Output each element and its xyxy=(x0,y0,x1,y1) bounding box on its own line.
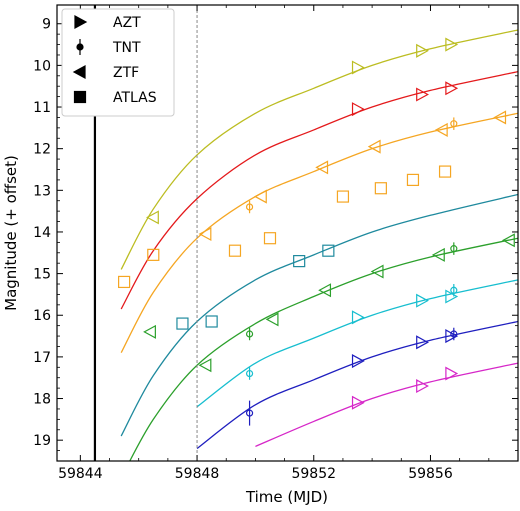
data-point-circle xyxy=(245,409,254,417)
y-tick-label: 12 xyxy=(33,142,51,158)
data-point-circle xyxy=(450,245,458,253)
data-point-square xyxy=(228,244,242,257)
data-point-triangle-left xyxy=(367,139,381,154)
data-point-triangle-right xyxy=(416,43,429,58)
data-point-triangle-right xyxy=(351,102,365,117)
data-point-square xyxy=(205,315,218,328)
data-point-triangle-right xyxy=(351,310,365,325)
model-curve-2 xyxy=(120,70,518,310)
data-point-square xyxy=(336,190,350,203)
data-point-triangle-right xyxy=(445,366,459,381)
y-tick-label: 10 xyxy=(33,58,51,74)
legend-label: ATLAS xyxy=(113,90,157,106)
model-curve-8 xyxy=(255,362,518,448)
model-curves xyxy=(120,29,518,461)
legend-label: AZT xyxy=(113,15,141,31)
data-point-square xyxy=(322,244,335,257)
y-tick-label: 17 xyxy=(33,350,51,366)
model-curve-6 xyxy=(196,279,518,408)
x-tick-label: 59848 xyxy=(175,466,220,482)
model-curve-1 xyxy=(120,29,518,270)
data-point-triangle-left xyxy=(493,110,507,125)
y-tick-label: 15 xyxy=(33,267,51,283)
data-point-circle xyxy=(450,330,458,338)
data-point-triangle-left xyxy=(198,358,212,373)
data-points xyxy=(118,37,515,426)
data-point-triangle-right xyxy=(416,293,429,308)
legend-square-marker-icon xyxy=(73,90,87,104)
legend-box xyxy=(61,8,175,117)
data-point-triangle-right xyxy=(445,81,459,96)
data-point-square xyxy=(293,255,306,268)
data-point-triangle-left xyxy=(146,210,159,225)
y-tick-label: 18 xyxy=(33,392,51,408)
model-curve-7 xyxy=(196,320,518,450)
legend-triangle-right-marker-icon xyxy=(74,14,88,30)
data-point-triangle-left xyxy=(318,283,332,298)
data-point-circle xyxy=(450,120,458,128)
data-point-triangle-left xyxy=(315,160,329,175)
data-point-square xyxy=(118,275,131,289)
y-tick-label: 13 xyxy=(33,183,51,199)
data-point-triangle-left xyxy=(143,324,156,339)
y-tick-label: 11 xyxy=(33,100,51,116)
data-point-triangle-right xyxy=(445,289,459,304)
model-curve-4 xyxy=(120,193,518,437)
legend-label: ZTF xyxy=(113,65,139,81)
plot-frame xyxy=(56,4,519,462)
data-point-triangle-right xyxy=(416,335,429,350)
data-point-square xyxy=(374,182,387,195)
data-point-square xyxy=(438,165,452,178)
data-point-circle xyxy=(450,286,458,294)
data-point-triangle-right xyxy=(351,60,365,75)
y-tick-label: 19 xyxy=(33,433,51,449)
y-axis-label: Magnitude (+ offset) xyxy=(2,155,20,311)
x-tick-label: 59844 xyxy=(58,466,103,482)
data-point-triangle-left xyxy=(431,247,445,262)
data-point-square xyxy=(176,317,189,330)
data-point-circle xyxy=(245,369,254,378)
y-tick-label: 14 xyxy=(33,225,51,241)
legend-triangle-left-marker-icon xyxy=(72,64,86,80)
y-axis-ticks: 9 10 11 12 13 14 15 16 17 18 19 xyxy=(33,17,518,451)
data-point-square xyxy=(147,248,160,261)
y-tick-label: 9 xyxy=(42,17,51,33)
data-point-triangle-left xyxy=(434,122,448,137)
y-tick-label: 16 xyxy=(33,308,51,324)
model-curve-3 xyxy=(120,112,518,354)
data-point-circle xyxy=(245,203,254,211)
data-point-triangle-left xyxy=(265,312,279,327)
data-point-circle xyxy=(245,330,254,338)
model-curve-5 xyxy=(129,237,518,461)
x-axis-ticks: 59844 59848 59852 59856 xyxy=(58,5,519,482)
data-point-triangle-left xyxy=(198,227,212,242)
x-tick-label: 59852 xyxy=(291,466,336,482)
data-point-triangle-right xyxy=(416,379,429,394)
data-point-triangle-left xyxy=(253,189,267,204)
legend: AZT TNT ZTF ATLAS xyxy=(61,8,175,117)
x-axis-label: Time (MJD) xyxy=(245,488,328,506)
data-point-square xyxy=(406,173,420,187)
data-point-triangle-right xyxy=(351,395,365,410)
data-point-triangle-right xyxy=(416,87,429,102)
data-point-triangle-left xyxy=(501,233,515,248)
data-point-triangle-left xyxy=(370,264,384,279)
data-point-triangle-right xyxy=(445,37,459,52)
legend-label: TNT xyxy=(112,40,141,56)
legend-circle-marker-icon xyxy=(76,43,84,51)
data-point-triangle-right xyxy=(351,354,365,369)
x-tick-label: 59856 xyxy=(408,466,453,482)
data-point-square xyxy=(263,232,277,245)
